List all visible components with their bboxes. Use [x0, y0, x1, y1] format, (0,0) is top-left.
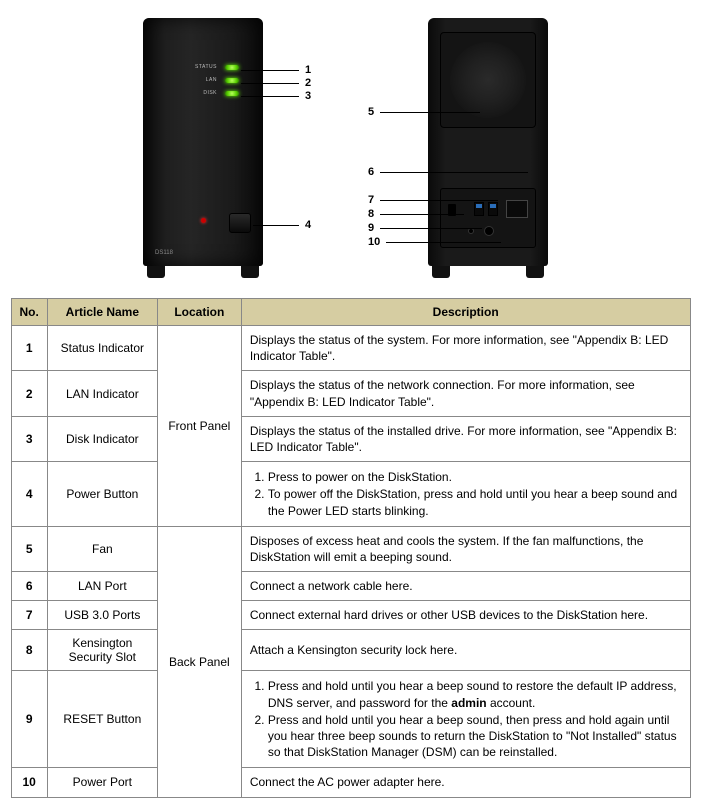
table-row: 6LAN Port Connect a network cable here.	[11, 572, 690, 601]
table-row: 9RESET Button Press and hold until you he…	[11, 671, 690, 768]
cell-no: 1	[11, 326, 47, 371]
cell-description: Press to power on the DiskStation.To pow…	[241, 462, 690, 527]
power-button-icon	[229, 213, 251, 233]
table-row: 3Disk Indicator Displays the status of th…	[11, 416, 690, 461]
cell-description: Connect external hard drives or other US…	[241, 601, 690, 630]
cell-no: 2	[11, 371, 47, 416]
cell-no: 5	[11, 526, 47, 571]
cell-description: Disposes of excess heat and cools the sy…	[241, 526, 690, 571]
disk-led-icon	[225, 91, 239, 96]
cell-name: USB 3.0 Ports	[47, 601, 157, 630]
cell-description: Connect a network cable here.	[241, 572, 690, 601]
callout-8: 8	[368, 208, 464, 220]
table-row: 7USB 3.0 Ports Connect external hard driv…	[11, 601, 690, 630]
cell-description: Displays the status of the system. For m…	[241, 326, 690, 371]
col-desc: Description	[241, 299, 690, 326]
callout-10: 10	[368, 236, 501, 248]
status-led-icon	[225, 65, 239, 70]
back-view-wrap: 5 6 7 8 9 10	[368, 18, 568, 278]
device-images: STATUS LAN DISK DS118 1 2 3 4	[10, 10, 691, 278]
cell-name: LAN Indicator	[47, 371, 157, 416]
cell-name: Kensington Security Slot	[47, 630, 157, 671]
table-row: 10Power Port Connect the AC power adapter…	[11, 768, 690, 797]
table-row: 4Power Button Press to power on the DiskS…	[11, 462, 690, 527]
model-label: DS118	[155, 250, 173, 256]
cell-name: RESET Button	[47, 671, 157, 768]
cell-no: 4	[11, 462, 47, 527]
callout-6: 6	[368, 166, 528, 178]
cell-no: 8	[11, 630, 47, 671]
power-led-icon	[201, 218, 206, 223]
front-view-wrap: STATUS LAN DISK DS118 1 2 3 4	[133, 18, 333, 278]
led-label-disk: DISK	[203, 90, 217, 96]
table-row: 5FanBack PanelDisposes of excess heat an…	[11, 526, 690, 571]
cell-name: Fan	[47, 526, 157, 571]
cell-name: Status Indicator	[47, 326, 157, 371]
cell-name: Disk Indicator	[47, 416, 157, 461]
cell-name: Power Port	[47, 768, 157, 797]
parts-table: No. Article Name Location Description 1S…	[11, 298, 691, 798]
led-label-lan: LAN	[206, 77, 217, 83]
table-row: 8Kensington Security Slot Attach a Kensin…	[11, 630, 690, 671]
device-front: STATUS LAN DISK DS118	[133, 18, 273, 278]
lan-port-icon	[506, 200, 528, 218]
cell-no: 10	[11, 768, 47, 797]
table-row: 2LAN Indicator Displays the status of the…	[11, 371, 690, 416]
cell-description: Attach a Kensington security lock here.	[241, 630, 690, 671]
lan-led-icon	[225, 78, 239, 83]
col-name: Article Name	[47, 299, 157, 326]
cell-no: 9	[11, 671, 47, 768]
callout-2: 2	[241, 77, 311, 89]
callout-5: 5	[368, 106, 480, 118]
cell-description: Press and hold until you hear a beep sou…	[241, 671, 690, 768]
col-loc: Location	[157, 299, 241, 326]
cell-name: LAN Port	[47, 572, 157, 601]
cell-no: 6	[11, 572, 47, 601]
callout-7: 7	[368, 194, 498, 206]
led-label-status: STATUS	[195, 64, 217, 70]
col-no: No.	[11, 299, 47, 326]
callout-3: 3	[241, 90, 311, 102]
cell-description: Displays the status of the installed dri…	[241, 416, 690, 461]
table-row: 1Status IndicatorFront PanelDisplays the…	[11, 326, 690, 371]
callout-1: 1	[241, 64, 311, 76]
cell-description: Displays the status of the network conne…	[241, 371, 690, 416]
cell-name: Power Button	[47, 462, 157, 527]
cell-no: 3	[11, 416, 47, 461]
cell-no: 7	[11, 601, 47, 630]
cell-description: Connect the AC power adapter here.	[241, 768, 690, 797]
cell-location: Front Panel	[157, 326, 241, 527]
callout-4: 4	[253, 219, 311, 231]
callout-9: 9	[368, 222, 482, 234]
table-header-row: No. Article Name Location Description	[11, 299, 690, 326]
cell-location: Back Panel	[157, 526, 241, 797]
power-port-icon	[484, 226, 494, 236]
